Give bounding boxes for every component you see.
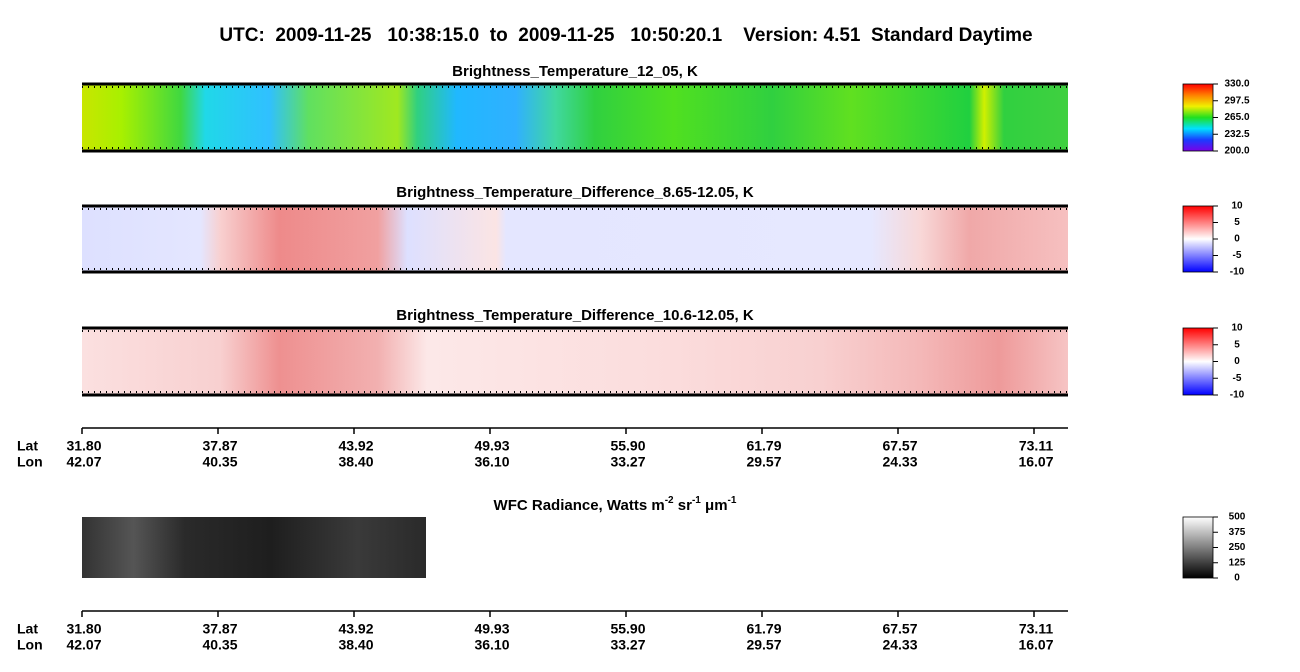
colorbar-tick-label: 297.5 — [1224, 95, 1249, 106]
lon-tick-label: 42.07 — [66, 637, 101, 653]
lat-tick-label: 43.92 — [338, 621, 373, 637]
colorbar-tick-label: 200.0 — [1224, 146, 1249, 157]
colorbar — [1182, 327, 1214, 396]
colorbar-tick-label: 500 — [1229, 512, 1246, 523]
lat-tick-label: 67.57 — [882, 438, 917, 454]
image-strip — [82, 328, 1068, 395]
lon-tick-label: 33.27 — [610, 454, 645, 470]
lat-tick-label: 31.80 — [66, 621, 101, 637]
lat-tick-label: 67.57 — [882, 621, 917, 637]
lon-label: Lon — [17, 637, 43, 653]
colorbar-tick-label: 375 — [1229, 527, 1246, 538]
lat-tick-label: 49.93 — [474, 438, 509, 454]
colorbar — [1182, 83, 1214, 152]
lon-tick-label: 38.40 — [338, 637, 373, 653]
colorbar-tick-label: 250 — [1229, 542, 1246, 553]
image-strip — [82, 517, 426, 578]
colorbar — [1182, 516, 1214, 579]
lon-tick-label: 36.10 — [474, 454, 509, 470]
lat-tick-label: 73.11 — [1019, 621, 1053, 637]
colorbar-tick-label: 125 — [1229, 557, 1246, 568]
panel-title: Brightness_Temperature_Difference_8.65-1… — [396, 184, 754, 201]
panel-title: Brightness_Temperature_12_05, K — [452, 63, 698, 80]
lon-tick-label: 16.07 — [1018, 454, 1053, 470]
lat-tick-label: 55.90 — [610, 438, 645, 454]
colorbar-tick-label: 5 — [1234, 339, 1240, 350]
colorbar-tick-label: 0 — [1234, 234, 1240, 245]
lat-tick-label: 73.11 — [1019, 438, 1053, 454]
title-part: -2 — [665, 495, 674, 506]
title-part: WFC Radiance, Watts m — [494, 497, 665, 514]
lon-tick-label: 42.07 — [66, 454, 101, 470]
lon-tick-label: 40.35 — [202, 454, 237, 470]
colorbar-tick-label: 0 — [1234, 573, 1240, 584]
lon-tick-label: 16.07 — [1018, 637, 1053, 653]
colorbar-tick-label: 5 — [1234, 217, 1240, 228]
lon-tick-label: 24.33 — [882, 454, 917, 470]
image-strip — [82, 84, 1068, 151]
panel-title: WFC Radiance, Watts m-2 sr-1 μm-1 — [494, 495, 737, 514]
lat-tick-label: 37.87 — [202, 621, 237, 637]
page-title: UTC: 2009-11-25 10:38:15.0 to 2009-11-25… — [219, 25, 1032, 46]
colorbar-tick-label: 265.0 — [1224, 112, 1249, 123]
colorbar-tick-label: 10 — [1231, 201, 1243, 212]
lat-tick-label: 49.93 — [474, 621, 509, 637]
colorbar-tick-label: -5 — [1233, 250, 1242, 261]
lat-tick-label: 37.87 — [202, 438, 237, 454]
lat-tick-label: 31.80 — [66, 438, 101, 454]
lon-tick-label: 40.35 — [202, 637, 237, 653]
colorbar — [1182, 205, 1214, 273]
title-part: μm — [701, 497, 728, 514]
lon-tick-label: 38.40 — [338, 454, 373, 470]
colorbar-tick-label: -10 — [1230, 267, 1245, 278]
lat-label: Lat — [17, 438, 38, 454]
lon-tick-label: 29.57 — [746, 454, 781, 470]
panel-title: Brightness_Temperature_Difference_10.6-1… — [396, 307, 754, 324]
colorbar-tick-label: 330.0 — [1224, 79, 1249, 90]
title-part: sr — [674, 497, 693, 514]
lon-tick-label: 24.33 — [882, 637, 917, 653]
lat-tick-label: 55.90 — [610, 621, 645, 637]
colorbar-tick-label: -10 — [1230, 390, 1245, 401]
colorbar-tick-label: 0 — [1234, 356, 1240, 367]
lon-tick-label: 33.27 — [610, 637, 645, 653]
lon-tick-label: 29.57 — [746, 637, 781, 653]
colorbar-tick-label: 232.5 — [1224, 129, 1249, 140]
colorbar-tick-label: 10 — [1231, 323, 1243, 334]
lat-tick-label: 43.92 — [338, 438, 373, 454]
title-part: -1 — [728, 495, 737, 506]
lat-tick-label: 61.79 — [746, 621, 781, 637]
lon-label: Lon — [17, 454, 43, 470]
colorbar-tick-label: -5 — [1233, 373, 1242, 384]
lat-label: Lat — [17, 621, 38, 637]
image-strip — [82, 206, 1068, 272]
lon-tick-label: 36.10 — [474, 637, 509, 653]
lat-tick-label: 61.79 — [746, 438, 781, 454]
title-part: -1 — [692, 495, 701, 506]
